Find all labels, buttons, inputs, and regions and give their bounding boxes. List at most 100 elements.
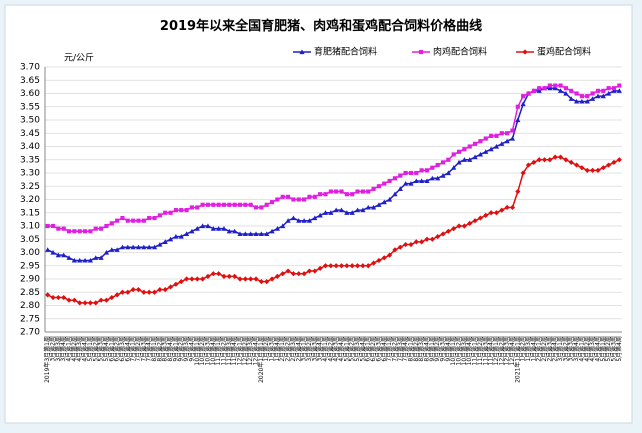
point [280, 223, 286, 229]
point [194, 226, 200, 231]
x-tick-label: 3月第1周 [300, 336, 308, 362]
x-tick-label: 4月第4周 [81, 336, 89, 362]
point [515, 188, 521, 195]
point [151, 244, 158, 250]
x-tick-label: 12月第4周 [252, 336, 260, 365]
x-tick-label: 6月第4周 [123, 336, 131, 362]
point [504, 138, 510, 144]
point [50, 294, 56, 301]
point [472, 218, 478, 224]
point [259, 205, 264, 210]
point [151, 289, 158, 295]
x-tick-label: 1月第2周 [262, 336, 270, 362]
point [483, 212, 489, 218]
point [135, 287, 142, 293]
point [408, 170, 414, 176]
x-tick-label: 10月第3周 [460, 336, 468, 365]
point [370, 260, 377, 266]
x-tick-label: 2月第2周 [284, 336, 292, 362]
point [200, 202, 205, 207]
x-tick-label: 3月第2周 [305, 336, 313, 362]
x-tick-label: 9月第2周 [433, 336, 441, 362]
point [87, 300, 94, 306]
point [179, 208, 184, 213]
point [333, 263, 339, 269]
point [376, 202, 382, 207]
x-tick-label: 5月第3周 [353, 336, 361, 362]
point [505, 131, 510, 136]
point [488, 210, 494, 216]
x-tick-label: 8月第3周 [161, 336, 169, 362]
point [135, 244, 142, 250]
x-tick-label: 6月第3周 [118, 336, 126, 362]
point [547, 83, 552, 88]
point [376, 257, 382, 264]
y-unit: 元/公斤 [64, 53, 94, 64]
x-tick-label: 4月第2周 [583, 336, 591, 362]
point [82, 257, 88, 263]
point [232, 273, 238, 279]
point [568, 96, 574, 101]
point [541, 157, 548, 163]
y-tick-label: 3.65 [20, 76, 40, 86]
point [477, 151, 484, 157]
point [216, 226, 222, 231]
point [56, 226, 61, 231]
point [515, 117, 521, 123]
point [157, 241, 163, 247]
point [536, 157, 542, 163]
x-tick-label: 8月第4周 [166, 336, 174, 362]
x-tick-label: 10月第4周 [209, 336, 217, 365]
point [413, 239, 419, 245]
point [173, 234, 179, 239]
x-tick-label: 2月第1周 [535, 336, 543, 362]
x-tick-label: 7月第3周 [139, 336, 147, 362]
point [285, 218, 291, 223]
x-tick-label: 8月第1周 [150, 336, 158, 362]
point [456, 159, 462, 165]
point [237, 276, 243, 282]
point [445, 228, 451, 234]
point [141, 244, 147, 250]
point [120, 215, 125, 221]
chart-area [4, 4, 633, 424]
x-tick-label: 4月第2周 [70, 336, 78, 362]
point [349, 210, 355, 215]
point [355, 189, 360, 194]
point [162, 287, 168, 293]
point [130, 244, 136, 250]
point [563, 90, 569, 96]
point [569, 88, 574, 93]
point [290, 215, 297, 221]
point [499, 207, 505, 213]
x-tick-label: 5月第4周 [358, 336, 366, 362]
point [424, 168, 430, 173]
x-tick-label: 2019年3月第1周 [43, 336, 51, 383]
point [162, 239, 168, 244]
point [322, 263, 329, 269]
point [77, 229, 82, 234]
point [189, 205, 195, 210]
y-tick-label: 3.50 [20, 116, 40, 126]
point [376, 184, 381, 189]
x-tick-label: 5月第1周 [599, 336, 607, 362]
point [237, 231, 243, 237]
point [392, 191, 398, 197]
point [456, 149, 462, 154]
point [520, 170, 526, 176]
point [456, 223, 462, 229]
point [93, 255, 99, 260]
x-tick-label: 3月第3周 [54, 336, 62, 362]
point [595, 88, 601, 93]
point [141, 218, 146, 223]
x-tick-label: 5月第2周 [604, 336, 612, 362]
y-tick-label: 2.75 [20, 314, 40, 324]
point [525, 162, 532, 168]
point [301, 218, 307, 223]
point [386, 196, 393, 202]
legend-marker [418, 49, 424, 55]
point [66, 255, 72, 260]
x-tick-label: 4月第2周 [326, 336, 334, 362]
point [194, 276, 200, 282]
x-tick-label: 10月第3周 [203, 336, 211, 365]
